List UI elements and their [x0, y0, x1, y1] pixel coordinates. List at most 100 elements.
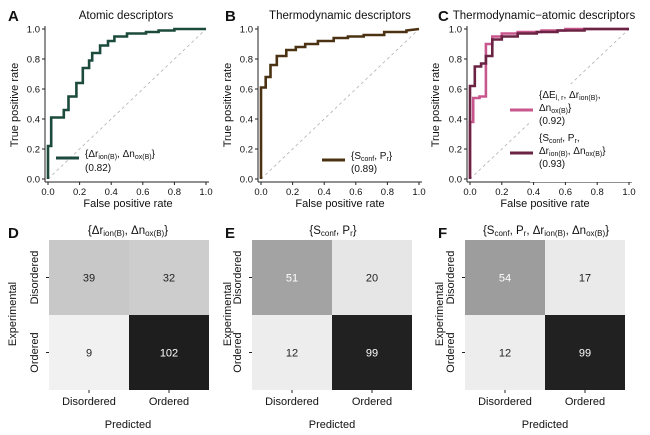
cm-cell-e [252, 315, 332, 390]
panel-c-ylabel: True positive rate [430, 63, 442, 148]
cm-cell-f [465, 315, 545, 390]
cm-x-label-d: Disordered [62, 396, 116, 408]
legend-c-auc-2: (0.93) [539, 159, 565, 170]
panel-a-title: Atomic descriptors [79, 10, 174, 22]
cm-cell-f [545, 315, 625, 390]
panel-b-title: Thermodynamic descriptors [269, 10, 411, 22]
cm-cell-f [545, 240, 625, 315]
panel-letter-c: C [438, 8, 449, 25]
legend-c-label-2a: {Sconf, Pr, [539, 133, 580, 145]
panel-letter-f: F [438, 225, 447, 242]
y-tick-label-c: 0.8 [449, 55, 462, 66]
cm-cell-e [332, 240, 412, 315]
cm-value-d: 32 [163, 273, 175, 285]
panel-a-xlabel: False positive rate [83, 198, 172, 210]
legend-c: {ΔEl, r, Δrion(B), Δnox(B)} (0.92) {Scon… [510, 84, 633, 182]
cm-x-label-e: Disordered [265, 396, 319, 408]
legend-c-background [530, 84, 633, 182]
confusion-matrix-f: 54 17 12 99 Disordered Ordered Disordered Order… [445, 240, 625, 408]
cm-value-f: 99 [579, 348, 591, 360]
cm-value-e: 99 [366, 348, 378, 360]
panel-c-title: Thermodynamic−atomic descriptors [453, 10, 636, 22]
y-tick-label-b: 1.0 [240, 25, 253, 36]
y-tick-label-c: 1.0 [449, 25, 462, 36]
x-tick-label-b: 0.0 [254, 187, 267, 198]
cm-y-label-e: Ordered [232, 332, 244, 372]
legend-c-label-1b: Δnox(B)} [539, 103, 572, 115]
panel-b-xlabel: False positive rate [295, 198, 384, 210]
cm-x-label-d: Ordered [149, 396, 189, 408]
panel-letter-d: D [8, 225, 19, 242]
x-tick-label-b: 0.6 [349, 187, 362, 198]
y-tick-label-b: 0.4 [240, 115, 253, 126]
panel-f: F {Sconf, Pr, Δrion(B), Δnox(B)} 54 17 12 9… [434, 225, 625, 431]
y-tick-label-b: 0.6 [240, 85, 253, 96]
y-tick-label-b: 0.0 [240, 175, 253, 186]
x-tick-label-c: 0.2 [495, 187, 508, 198]
x-tick-label-a: 0.0 [41, 187, 54, 198]
cm-value-f: 54 [499, 273, 511, 285]
x-tick-label-a: 0.2 [73, 187, 86, 198]
cm-cell-e [332, 315, 412, 390]
x-tick-label-a: 0.8 [168, 187, 181, 198]
y-tick-label-a: 0.6 [27, 85, 40, 96]
y-tick-label-b: 0.8 [240, 55, 253, 66]
y-tick-label-c: 0.4 [449, 115, 462, 126]
cm-value-e: 20 [366, 273, 378, 285]
panel-b-ylabel: True positive rate [222, 63, 234, 148]
panel-letter-b: B [225, 8, 236, 25]
cm-x-label-e: Ordered [352, 396, 392, 408]
y-tick-label-a: 0.2 [27, 145, 40, 156]
roc-curve-c-2 [468, 27, 629, 179]
panel-e: E {Sconf, Pr} 51 20 12 99 Disordered Ordered D… [222, 225, 412, 431]
confusion-matrix-d: 39 32 9 102 Disordered Ordered Disordered Order… [29, 240, 209, 408]
x-tick-label-a: 0.6 [136, 187, 149, 198]
cm-value-d: 102 [160, 348, 178, 360]
x-tick-label-a: 0.4 [105, 187, 118, 198]
cm-y-label-d: Disordered [29, 251, 41, 305]
cm-y-label-f: Ordered [445, 332, 457, 372]
x-tick-label-a: 1.0 [199, 187, 212, 198]
y-tick-label-a: 1.0 [27, 25, 40, 36]
cm-cell-d [129, 240, 209, 315]
cm-cell-d [49, 240, 129, 315]
panel-e-ylabel: Experimental [222, 282, 234, 346]
x-tick-label-b: 1.0 [412, 187, 425, 198]
panel-c-xlabel: False positive rate [500, 198, 589, 210]
legend-c-label-2b: Δrion(B), Δnox(B)} [539, 146, 606, 158]
panel-d-ylabel: Experimental [7, 282, 19, 346]
panel-a: A Atomic descriptors 0.0 0.2 0.4 0.6 0.8 1.0 0… [8, 8, 213, 210]
cm-cell-d [49, 315, 129, 390]
x-tick-label-c: 0.6 [559, 187, 572, 198]
panel-e-title: {Sconf, Pr} [309, 225, 356, 238]
panel-d-title: {Δrion(B), Δnox(B)} [88, 225, 168, 238]
legend-b-auc: (0.89) [351, 164, 377, 175]
y-tick-label-c: 0.6 [449, 85, 462, 96]
roc-curve-b-1 [259, 27, 420, 179]
cm-cell-f [465, 240, 545, 315]
y-tick-label-c: 0.0 [449, 175, 462, 186]
legend-b: {Sconf, Pr} (0.89) [322, 151, 393, 175]
legend-a-auc: (0.82) [85, 163, 111, 174]
legend-a-label: {Δrion(B), Δnox(B)} [85, 149, 156, 161]
panel-letter-e: E [225, 225, 235, 242]
cm-value-d: 39 [83, 273, 95, 285]
panel-letter-a: A [8, 8, 19, 25]
confusion-matrix-e: 51 20 12 99 Disordered Ordered Disordered Order… [232, 240, 412, 408]
panel-d-xlabel: Predicted [105, 419, 151, 431]
cm-value-f: 17 [579, 273, 591, 285]
y-tick-label-c: 0.2 [449, 145, 462, 156]
cm-cell-e [252, 240, 332, 315]
legend-c-label-1a: {ΔEl, r, Δrion(B), [539, 90, 601, 102]
panel-e-xlabel: Predicted [309, 419, 355, 431]
cm-value-e: 51 [286, 273, 298, 285]
y-tick-label-a: 0.4 [27, 115, 40, 126]
cm-value-d: 9 [86, 348, 92, 360]
panel-f-title: {Sconf, Pr, Δrion(B), Δnox(B)} [483, 225, 609, 238]
roc-curve-a-1 [46, 27, 206, 179]
y-tick-label-b: 0.2 [240, 145, 253, 156]
legend-c-auc-1: (0.92) [539, 116, 565, 127]
x-tick-label-c: 0.8 [591, 187, 604, 198]
cm-y-label-d: Ordered [29, 332, 41, 372]
